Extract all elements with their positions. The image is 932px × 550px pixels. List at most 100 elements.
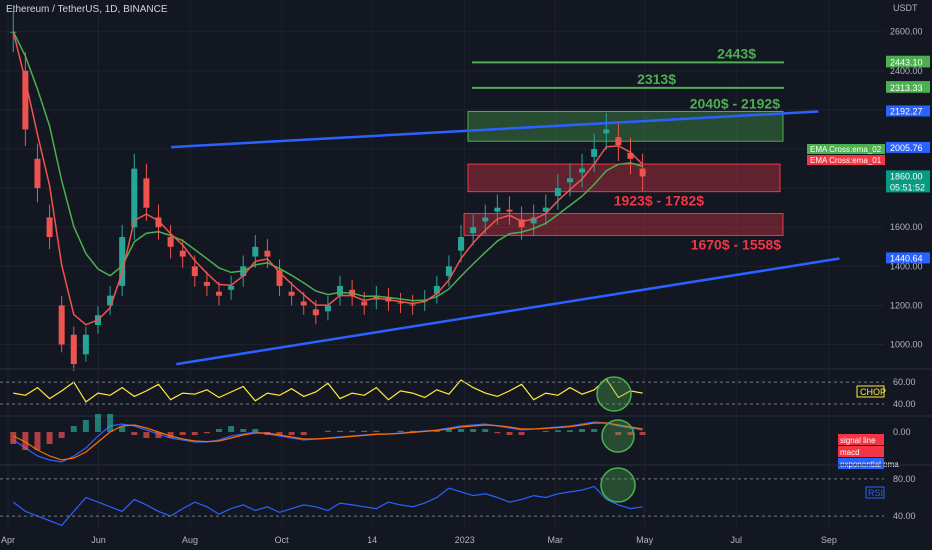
zone-label: 1670$ - 1558$ — [691, 236, 782, 252]
macd-histogram-bar — [324, 430, 331, 432]
candle-body — [276, 270, 283, 286]
chop-line — [13, 377, 643, 403]
macd-histogram-bar — [554, 430, 561, 432]
level-label: 2313$ — [637, 71, 676, 87]
macd-histogram-bar — [458, 429, 465, 432]
candle-body — [58, 305, 65, 345]
price-badge-text: 1440.64 — [890, 253, 923, 263]
macd-histogram-bar — [373, 430, 380, 432]
macd-histogram-bar — [179, 432, 186, 435]
macd-histogram-bar — [22, 432, 29, 450]
candle-body — [591, 149, 598, 157]
macd-histogram-bar — [337, 430, 344, 432]
macd-histogram-bar — [155, 432, 162, 438]
macd-histogram-bar — [252, 429, 259, 432]
macd-histogram-bar — [349, 430, 356, 432]
x-tick-label: 2023 — [455, 535, 475, 545]
candle-body — [107, 295, 114, 306]
price-badge — [886, 252, 930, 264]
candle-body — [433, 285, 440, 294]
candle-body — [288, 291, 295, 296]
y-tick-label: 1400.00 — [890, 261, 923, 271]
macd-histogram-bar — [34, 432, 41, 450]
macd-histogram-bar — [58, 432, 65, 438]
candle-body — [445, 266, 452, 277]
y-tick-label: 1000.00 — [890, 340, 923, 350]
x-tick-label: Apr — [1, 535, 15, 545]
candle-body — [554, 188, 561, 196]
price-badges: 2446.612443.102316.842313.332192.272005.… — [886, 55, 930, 264]
time-axis[interactable]: Apr Jun Aug Oct 14 2023 Mar May Jul Sep — [1, 535, 837, 545]
zone-red — [467, 163, 781, 193]
candle-body — [167, 237, 174, 247]
candle-body — [70, 334, 77, 365]
candle-body — [34, 158, 41, 189]
macd-legend-badge — [838, 434, 884, 445]
macd-histogram-bar — [216, 429, 223, 432]
macd-histogram-bar — [506, 432, 513, 435]
candle-body — [22, 70, 29, 130]
price-badge-text: 2005.76 — [890, 143, 923, 153]
candle-body — [579, 168, 586, 173]
candle-body — [300, 301, 307, 306]
candle-body — [397, 302, 404, 304]
macd-legend-text: macd — [840, 448, 860, 457]
legend: EMA Cross:ema_02 EMA Cross:ema_01 — [807, 144, 885, 165]
macd-histogram-bar — [591, 429, 598, 432]
legend-item — [807, 155, 885, 165]
highlight-circle — [600, 467, 636, 503]
macd-histogram-bar — [566, 430, 573, 432]
macd-histogram-bar — [10, 432, 17, 444]
candle-body — [470, 227, 477, 234]
chop-tick: 40.00 — [893, 399, 916, 409]
macd-histogram-bar — [361, 430, 368, 432]
candle-body — [337, 285, 344, 296]
trendline — [171, 110, 819, 149]
x-tick-label: Aug — [182, 535, 198, 545]
macd-histogram-bar — [300, 432, 307, 435]
rsi-tick: 40.00 — [893, 511, 916, 521]
macd-histogram-bar — [397, 430, 404, 432]
macd-histogram-bar — [470, 429, 477, 432]
candle-body — [155, 217, 162, 228]
price-badge — [886, 56, 930, 68]
trendlines[interactable] — [171, 110, 840, 366]
y-tick-label: 2600.00 — [890, 27, 923, 37]
legend-text: EMA Cross:ema_01 — [810, 156, 882, 165]
price-badge-subtext: 05:51:52 — [890, 182, 925, 192]
macd-histogram-bar — [46, 432, 53, 444]
macd-histogram-bar — [445, 429, 452, 432]
candle-body — [482, 217, 489, 222]
levels[interactable]: 2443$ 2313$ — [472, 45, 784, 89]
highlight-circle — [596, 376, 632, 412]
price-badge — [886, 81, 930, 93]
candle-body — [143, 178, 150, 208]
macd-histogram-bar — [70, 426, 77, 432]
candle-body — [530, 217, 537, 224]
candle-body — [82, 334, 89, 355]
price-badge — [886, 170, 930, 193]
candles — [10, 11, 646, 372]
symbol-title: Ethereum / TetherUS, 1D, BINANCE — [6, 4, 168, 15]
ema-fast-line — [12, 31, 644, 326]
macd-histogram-bar — [276, 432, 283, 435]
x-tick-label: Jul — [730, 535, 742, 545]
macd-histogram-bar — [131, 432, 138, 435]
macd-histogram-bar — [579, 429, 586, 432]
macd-histogram-bar — [191, 432, 198, 435]
macd-legend-badge — [838, 446, 884, 457]
price-badge-text: 2192.27 — [890, 106, 923, 116]
macd-histogram-bar — [288, 432, 295, 435]
price-badge-text: 1860.00 — [890, 171, 923, 181]
y-tick-label: 1600.00 — [890, 222, 923, 232]
macd-histogram-bar — [228, 426, 235, 432]
macd-histogram-bar — [94, 414, 101, 432]
chop-badge — [856, 385, 885, 398]
candle-body — [312, 309, 319, 316]
price-badge-text: 2313.33 — [890, 83, 923, 93]
macd-histogram-bar — [518, 432, 525, 435]
trendline — [176, 257, 840, 366]
